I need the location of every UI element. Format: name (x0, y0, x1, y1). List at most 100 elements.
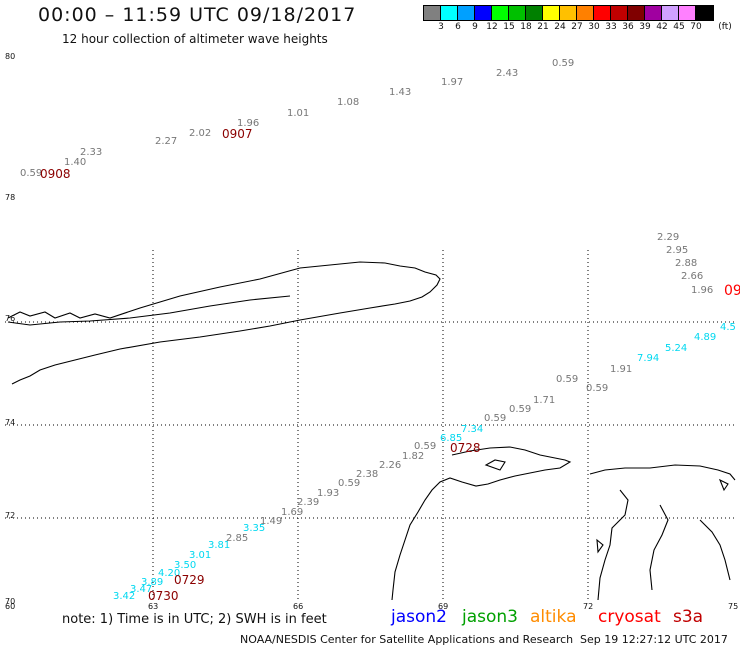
wave-height-value: 1.82 (402, 451, 425, 462)
wave-height-value: 0.59 (556, 374, 579, 385)
wave-height-value: 1.40 (64, 157, 87, 168)
legend-swatch (475, 6, 492, 20)
legend-level-label: 70 (690, 22, 702, 32)
wave-height-value: 2.85 (226, 533, 249, 544)
legend-swatch (526, 6, 543, 20)
wave-height-value: 1.08 (337, 97, 360, 108)
legend-level-label: 3 (438, 22, 444, 32)
legend-swatch (662, 6, 679, 20)
wave-height-value: 3.42 (113, 591, 136, 602)
wave-height-value: 2.88 (675, 258, 698, 269)
legend-swatch (594, 6, 611, 20)
legend-level-label: 36 (622, 22, 634, 32)
legend-swatch (543, 6, 560, 20)
wave-height-value: 6.85 (440, 433, 463, 444)
arctic-islands (484, 459, 729, 554)
wave-height-value: 1.71 (533, 395, 556, 406)
lon-label: 63 (148, 602, 159, 611)
credit-line: NOAA/NESDIS Center for Satellite Applica… (240, 633, 574, 646)
wave-height-value: 3.47 (130, 584, 153, 595)
wave-height-value: 1.91 (610, 364, 633, 375)
pass-time-label: 0907 (222, 127, 253, 141)
legend-level-label: 21 (537, 22, 549, 32)
lat-label: 72 (5, 511, 16, 520)
satellite-legend-jason2: jason2 (391, 607, 447, 627)
wave-height-value: 2.43 (496, 68, 519, 79)
satellite-legend-altika: altika (530, 607, 577, 627)
legend-level-label: 18 (520, 22, 532, 32)
pass-time-label: 0730 (148, 589, 179, 603)
lon-label: 66 (293, 602, 304, 611)
lat-label: 70 (5, 597, 16, 606)
legend-level-label: 42 (656, 22, 668, 32)
novaya-zemlya-north-coast (7, 261, 441, 385)
lat-label: 76 (5, 314, 16, 323)
wave-height-value: 0.59 (484, 413, 507, 424)
generated-timestamp: Sep 19 12:27:12 UTC 2017 (580, 633, 728, 646)
wave-height-value: 0.59 (20, 168, 43, 179)
lat-label: 80 (5, 52, 16, 61)
wave-height-value: 4.5 (720, 322, 736, 333)
wave-height-value: 2.27 (155, 136, 178, 147)
legend-level-label: 15 (503, 22, 515, 32)
wave-height-value: 0.59 (414, 441, 437, 452)
wave-height-value: 2.02 (189, 128, 212, 139)
map-title: 00:00 – 11:59 UTC 09/18/2017 (38, 4, 357, 26)
legend-unit-label: (ft) (718, 22, 732, 32)
wave-height-value: 1.69 (281, 507, 304, 518)
wave-height-value: 7.94 (637, 353, 660, 364)
legend-swatch (611, 6, 628, 20)
wave-height-value: 0.59 (509, 404, 532, 415)
legend-swatch (628, 6, 645, 20)
pass-time-label: 0729 (174, 573, 205, 587)
wave-height-value: 4.20 (158, 568, 181, 579)
wave-height-value: 0.59 (338, 478, 361, 489)
lat-label: 74 (5, 418, 16, 427)
satellite-legend-s3a: s3a (673, 607, 704, 627)
wave-height-value: 1.49 (260, 516, 283, 527)
legend-level-label: 12 (486, 22, 498, 32)
legend-swatch (679, 6, 696, 20)
coastlines (7, 261, 736, 601)
wave-height-value: 7.34 (461, 424, 484, 435)
pass-time-label: 09 (724, 283, 740, 299)
footer-note: note: 1) Time is in UTC; 2) SWH is in fe… (62, 612, 327, 627)
yamal-coast (391, 446, 572, 601)
wave-height-value: 1.43 (389, 87, 412, 98)
wave-height-value: 2.66 (681, 271, 704, 282)
wave-height-value: 2.33 (80, 147, 103, 158)
lon-label: 75 (728, 602, 739, 611)
legend-level-label: 9 (472, 22, 478, 32)
wave-height-value: 2.95 (666, 245, 689, 256)
wave-height-value: 2.38 (356, 469, 379, 480)
legend-swatch (560, 6, 577, 20)
color-legend-bar (423, 5, 714, 21)
wave-height-value: 1.93 (317, 488, 340, 499)
legend-level-label: 24 (554, 22, 566, 32)
legend-level-label: 27 (571, 22, 583, 32)
legend-swatch (645, 6, 662, 20)
legend-swatch (441, 6, 458, 20)
wave-height-value: 4.89 (694, 332, 717, 343)
pass-time-label: 0908 (40, 167, 71, 181)
legend-swatch (577, 6, 594, 20)
legend-level-label: 39 (639, 22, 651, 32)
wave-height-value: 3.89 (141, 577, 164, 588)
lon-label: 69 (438, 602, 449, 611)
wave-height-value: 1.97 (441, 77, 464, 88)
wave-height-value: 2.29 (657, 232, 680, 243)
wave-height-value: 5.24 (665, 343, 688, 354)
satellite-legend-jason3: jason3 (462, 607, 518, 627)
legend-swatch (696, 6, 713, 20)
legend-swatch (458, 6, 475, 20)
wave-height-value: 0.59 (552, 58, 575, 69)
wave-height-value: 3.50 (174, 560, 197, 571)
wave-height-value: 3.01 (189, 550, 212, 561)
wave-height-value: 2.39 (297, 497, 320, 508)
lon-label: 60 (5, 602, 16, 611)
lat-lon-grid (5, 250, 735, 600)
wave-height-value: 1.01 (287, 108, 310, 119)
legend-level-label: 6 (455, 22, 461, 32)
legend-swatch (509, 6, 526, 20)
